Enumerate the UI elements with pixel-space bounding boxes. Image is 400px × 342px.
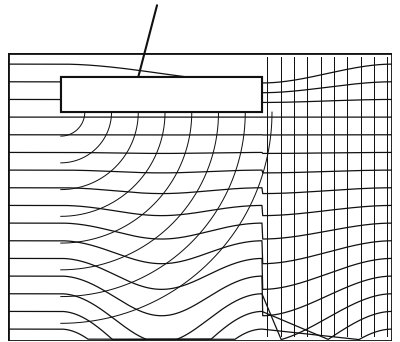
Bar [61, 77, 262, 112]
Text: Cavity: Cavity [122, 0, 201, 95]
Bar [61, 77, 262, 112]
